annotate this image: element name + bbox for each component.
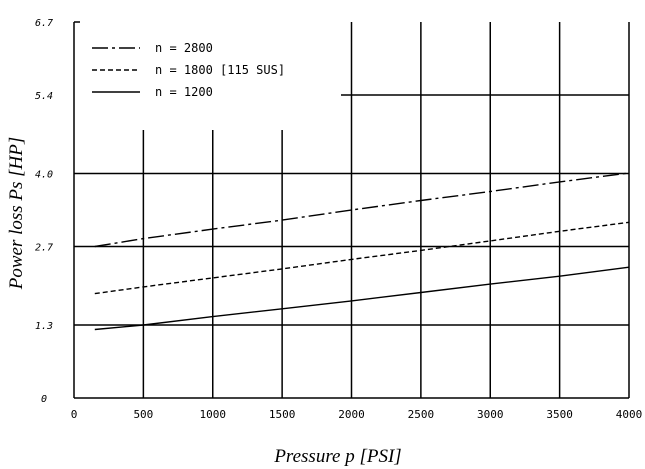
grid — [74, 22, 629, 398]
x-tick-label: 4000 — [616, 408, 643, 421]
x-tick-label: 3000 — [477, 408, 504, 421]
y-tick-labels: 0 1.3 2.7 4.0 5.4 6.7 — [35, 18, 53, 405]
y-tick-label: 5.4 — [35, 91, 53, 102]
y-tick-label: 6.7 — [35, 18, 53, 29]
x-tick-label: 1000 — [200, 408, 227, 421]
x-tick-label: 2000 — [338, 408, 365, 421]
legend-label: n = 1200 — [155, 85, 213, 99]
y-tick-label: 2.7 — [35, 242, 53, 253]
x-tick-label: 3500 — [546, 408, 573, 421]
x-tick-label: 500 — [133, 408, 153, 421]
y-tick-label: 1.3 — [35, 321, 53, 332]
y-axis-title: Power loss Ps [HP] — [6, 137, 27, 291]
legend: n = 2800 n = 1800 [115 SUS] n = 1200 — [92, 41, 285, 99]
plot-frame — [73, 21, 630, 399]
x-tick-label: 2500 — [408, 408, 435, 421]
series-line-1 — [94, 172, 630, 248]
x-tick-labels: 0 500 1000 1500 2000 2500 3000 3500 4000 — [71, 408, 643, 421]
series-line-2 — [94, 221, 630, 295]
y-tick-label: 0 — [41, 394, 47, 405]
legend-label: n = 1800 [115 SUS] — [155, 63, 285, 77]
x-tick-label: 1500 — [269, 408, 296, 421]
series-line-3 — [94, 266, 630, 331]
legend-label: n = 2800 — [155, 41, 213, 55]
x-tick-label: 0 — [71, 408, 78, 421]
y-tick-label: 4.0 — [35, 170, 53, 181]
series-layer — [94, 172, 630, 331]
x-axis-title: Pressure p [PSI] — [273, 446, 401, 467]
